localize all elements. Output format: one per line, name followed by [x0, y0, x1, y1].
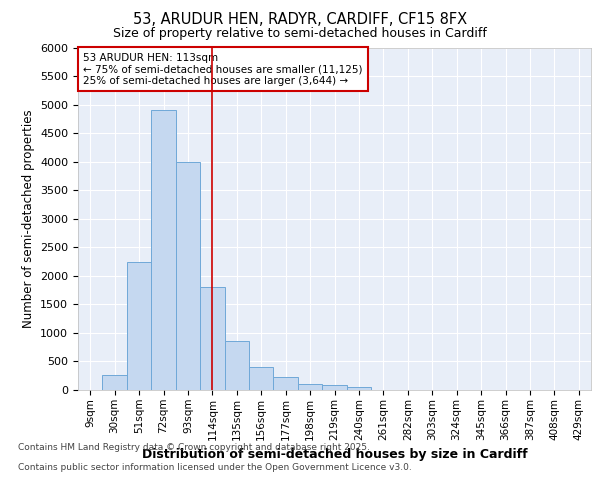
Bar: [224, 342, 249, 390]
Text: 53, ARUDUR HEN, RADYR, CARDIFF, CF15 8FX: 53, ARUDUR HEN, RADYR, CARDIFF, CF15 8FX: [133, 12, 467, 28]
Bar: [347, 387, 371, 390]
X-axis label: Distribution of semi-detached houses by size in Cardiff: Distribution of semi-detached houses by …: [142, 448, 527, 461]
Text: Contains public sector information licensed under the Open Government Licence v3: Contains public sector information licen…: [18, 462, 412, 471]
Bar: [151, 110, 176, 390]
Text: Size of property relative to semi-detached houses in Cardiff: Size of property relative to semi-detach…: [113, 28, 487, 40]
Bar: [176, 162, 200, 390]
Bar: [322, 386, 347, 390]
Bar: [200, 287, 224, 390]
Bar: [127, 262, 151, 390]
Text: Contains HM Land Registry data © Crown copyright and database right 2025.: Contains HM Land Registry data © Crown c…: [18, 442, 370, 452]
Text: 53 ARUDUR HEN: 113sqm
← 75% of semi-detached houses are smaller (11,125)
25% of : 53 ARUDUR HEN: 113sqm ← 75% of semi-deta…: [83, 52, 362, 86]
Bar: [274, 377, 298, 390]
Bar: [298, 384, 322, 390]
Bar: [249, 367, 274, 390]
Y-axis label: Number of semi-detached properties: Number of semi-detached properties: [22, 110, 35, 328]
Bar: [103, 374, 127, 390]
